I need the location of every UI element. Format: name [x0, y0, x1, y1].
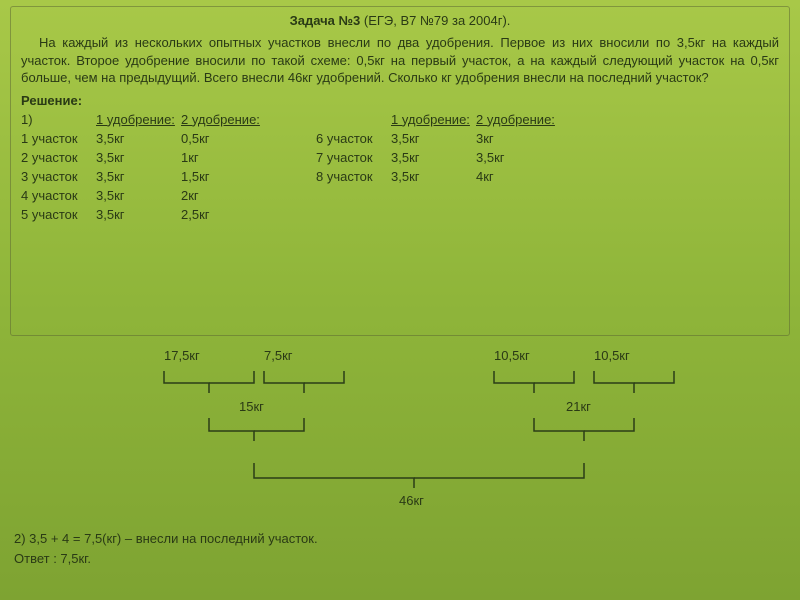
- title-prefix: Задача №3: [290, 13, 361, 28]
- sum-row-top: 17,5кг 7,5кг 10,5кг 10,5кг: [14, 348, 786, 363]
- row-6-p: 6 участок: [316, 131, 391, 146]
- row-1-a: 3,5кг: [96, 131, 181, 146]
- hdr-f1-left: 1 удобрение:: [96, 112, 181, 127]
- row-4-b: 2кг: [181, 188, 276, 203]
- row-5-p: 5 участок: [21, 207, 96, 222]
- row-2-b: 1кг: [181, 150, 276, 165]
- row-4-a: 3,5кг: [96, 188, 181, 203]
- conclusion: 2) 3,5 + 4 = 7,5(кг) – внесли на последн…: [14, 529, 786, 568]
- row-6-a: 3,5кг: [391, 131, 476, 146]
- row-2-p: 2 участок: [21, 150, 96, 165]
- row-5-b: 2,5кг: [181, 207, 276, 222]
- hdr-f2-right: 2 удобрение:: [476, 112, 571, 127]
- problem-text: На каждый из нескольких опытных участков…: [21, 34, 779, 87]
- sum-right-b: 10,5кг: [594, 348, 694, 363]
- hdr-f2-left: 2 удобрение:: [181, 112, 276, 127]
- row-3-a: 3,5кг: [96, 169, 181, 184]
- row-1-p: 1 участок: [21, 131, 96, 146]
- step-2: 2) 3,5 + 4 = 7,5(кг) – внесли на последн…: [14, 529, 786, 549]
- problem-panel: Задача №3 (ЕГЭ, В7 №79 за 2004г). На каж…: [10, 6, 790, 336]
- title-suffix: (ЕГЭ, В7 №79 за 2004г).: [360, 13, 510, 28]
- row-6-b: 3кг: [476, 131, 571, 146]
- row-8-b: 4кг: [476, 169, 571, 184]
- row-2-a: 3,5кг: [96, 150, 181, 165]
- bracket-diagram: 15кг 21кг 46кг: [14, 363, 774, 523]
- sum-left-sub: 15кг: [239, 399, 264, 414]
- row-8-p: 8 участок: [316, 169, 391, 184]
- problem-title: Задача №3 (ЕГЭ, В7 №79 за 2004г).: [21, 13, 779, 28]
- row-1-b: 0,5кг: [181, 131, 276, 146]
- row-7-a: 3,5кг: [391, 150, 476, 165]
- sum-right-sub: 21кг: [566, 399, 591, 414]
- row-7-b: 3,5кг: [476, 150, 571, 165]
- answer: Ответ : 7,5кг.: [14, 549, 786, 569]
- solution-grid: 1) 1 удобрение: 2 удобрение: 1 удобрение…: [21, 112, 779, 222]
- row-7-p: 7 участок: [316, 150, 391, 165]
- summary-area: 17,5кг 7,5кг 10,5кг 10,5кг 15: [14, 348, 786, 568]
- row-8-a: 3,5кг: [391, 169, 476, 184]
- row-3-b: 1,5кг: [181, 169, 276, 184]
- sum-left-b: 7,5кг: [264, 348, 364, 363]
- sum-total: 46кг: [399, 493, 424, 508]
- sum-left-a: 17,5кг: [164, 348, 264, 363]
- solution-label: Решение:: [21, 93, 779, 108]
- hdr-f1-right: 1 удобрение:: [391, 112, 476, 127]
- sum-right-a: 10,5кг: [494, 348, 594, 363]
- row-4-p: 4 участок: [21, 188, 96, 203]
- step-1: 1): [21, 112, 96, 127]
- row-3-p: 3 участок: [21, 169, 96, 184]
- row-5-a: 3,5кг: [96, 207, 181, 222]
